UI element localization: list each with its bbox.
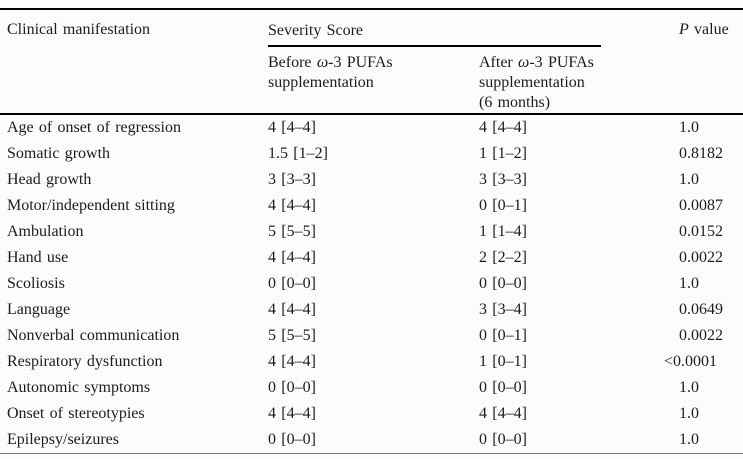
cell-before-score: 0 [0–0]	[268, 379, 316, 396]
cell-before-score: 4 [4–4]	[268, 197, 316, 214]
table-row: Age of onset of regression 4 [4–4] 4 [4–…	[0, 114, 743, 141]
after-line2: supplementation	[479, 74, 585, 91]
cell-p-value: 0.0152	[679, 223, 723, 240]
cell-before-score: 4 [4–4]	[268, 405, 316, 422]
table-header: Clinical manifestation Severity Score P …	[0, 9, 743, 115]
cell-p-value: 1.0	[679, 275, 699, 292]
cell-manifestation: Ambulation	[7, 223, 84, 240]
cell-manifestation: Hand use	[7, 249, 69, 266]
cell-p-value: 1.0	[679, 379, 699, 396]
cell-p-value: <0.0001	[664, 353, 718, 370]
table-body: Age of onset of regression 4 [4–4] 4 [4–…	[0, 114, 743, 454]
table-row: Hand use 4 [4–4] 2 [2–2] 0.0022	[0, 245, 743, 271]
omega-symbol: ω	[518, 54, 530, 71]
cell-after-score: 1 [0–1]	[479, 353, 527, 370]
cell-manifestation: Age of onset of regression	[7, 119, 181, 136]
before-pre: Before	[268, 54, 317, 71]
cell-after-score: 0 [0–1]	[479, 197, 527, 214]
table-row: Nonverbal communication 5 [5–5] 0 [0–1] …	[0, 323, 743, 349]
cell-manifestation: Epilepsy/seizures	[7, 431, 119, 448]
table-row: Language 4 [4–4] 3 [3–4] 0.0649	[0, 297, 743, 323]
after-line1: After ω-3 PUFAs	[479, 53, 659, 73]
table-row: Scoliosis 0 [0–0] 0 [0–0] 1.0	[0, 271, 743, 297]
after-pre: After	[479, 54, 519, 71]
table-row: Motor/independent sitting 4 [4–4] 0 [0–1…	[0, 193, 743, 219]
cell-p-value: 0.0649	[679, 301, 723, 318]
cell-before-score: 3 [3–3]	[268, 171, 316, 188]
cell-after-score: 2 [2–2]	[479, 249, 527, 266]
cell-manifestation: Language	[7, 301, 71, 318]
cell-p-value: 1.0	[679, 405, 699, 422]
table-row: Somatic growth 1.5 [1–2] 1 [1–2] 0.8182	[0, 141, 743, 167]
before-line2: supplementation	[268, 74, 374, 91]
cell-after-score: 3 [3–4]	[479, 301, 527, 318]
table-row: Ambulation 5 [5–5] 1 [1–4] 0.0152	[0, 219, 743, 245]
cell-manifestation: Somatic growth	[7, 145, 111, 162]
table-row: Autonomic symptoms 0 [0–0] 0 [0–0] 1.0	[0, 375, 743, 401]
after-line3: (6 months)	[479, 94, 551, 111]
table-row: Head growth 3 [3–3] 3 [3–3] 1.0	[0, 167, 743, 193]
cell-before-score: 4 [4–4]	[268, 249, 316, 266]
cell-before-score: 0 [0–0]	[268, 431, 316, 448]
cell-after-score: 1 [1–2]	[479, 145, 527, 162]
header-p-value: P value	[659, 9, 743, 115]
cell-before-score: 1.5 [1–2]	[268, 145, 328, 162]
cell-p-value: 1.0	[679, 171, 699, 188]
cell-p-value: 1.0	[679, 431, 699, 448]
cell-manifestation: Head growth	[7, 171, 92, 188]
cell-after-score: 0 [0–0]	[479, 275, 527, 292]
header-clinical-manifestation: Clinical manifestation	[0, 9, 266, 115]
header-severity-score-group: Severity Score	[266, 9, 659, 47]
cell-before-score: 5 [5–5]	[268, 223, 316, 240]
header-row-sub: Before ω-3 PUFAs supplementation After ω…	[0, 47, 743, 115]
p-value-word: value	[688, 21, 729, 38]
cell-after-score: 4 [4–4]	[479, 119, 527, 136]
cell-before-score: 4 [4–4]	[268, 353, 316, 370]
before-line1: Before ω-3 PUFAs	[268, 53, 477, 73]
cell-manifestation: Autonomic symptoms	[7, 379, 151, 396]
header-row-top: Clinical manifestation Severity Score P …	[0, 9, 743, 115]
cell-p-value: 0.0022	[679, 327, 723, 344]
table-row: Respiratory dysfunction 4 [4–4] 1 [0–1] …	[0, 349, 743, 375]
after-post: -3 PUFAs	[529, 54, 594, 71]
header-after-supplementation: After ω-3 PUFAs supplementation (6 month…	[477, 47, 659, 115]
table-row: Onset of stereotypies 4 [4–4] 4 [4–4] 1.…	[0, 401, 743, 427]
cell-p-value: 1.0	[679, 119, 699, 136]
cell-after-score: 3 [3–3]	[479, 171, 527, 188]
omega-symbol: ω	[316, 54, 329, 71]
cell-p-value: 0.8182	[679, 145, 723, 162]
cell-manifestation: Scoliosis	[7, 275, 65, 292]
cell-before-score: 4 [4–4]	[268, 301, 316, 318]
cell-before-score: 5 [5–5]	[268, 327, 316, 344]
cell-after-score: 1 [1–4]	[479, 223, 527, 240]
cell-after-score: 0 [0–1]	[479, 327, 527, 344]
table-row: Epilepsy/seizures 0 [0–0] 0 [0–0] 1.0	[0, 427, 743, 454]
cell-p-value: 0.0087	[679, 197, 723, 214]
before-post: -3 PUFAs	[328, 54, 393, 71]
header-before-supplementation: Before ω-3 PUFAs supplementation	[266, 47, 477, 115]
cell-after-score: 4 [4–4]	[479, 405, 527, 422]
severity-score-spanner-rule	[268, 45, 601, 47]
cell-before-score: 4 [4–4]	[268, 119, 316, 136]
cell-manifestation: Motor/independent sitting	[7, 197, 175, 214]
cell-after-score: 0 [0–0]	[479, 431, 527, 448]
cell-manifestation: Onset of stereotypies	[7, 405, 145, 422]
header-severity-score-label: Severity Score	[268, 22, 364, 39]
cell-before-score: 0 [0–0]	[268, 275, 316, 292]
cell-after-score: 0 [0–0]	[479, 379, 527, 396]
severity-score-table: Clinical manifestation Severity Score P …	[0, 8, 743, 454]
cell-manifestation: Respiratory dysfunction	[7, 353, 163, 370]
cell-manifestation: Nonverbal communication	[7, 327, 180, 344]
p-italic: P	[679, 21, 689, 38]
cell-p-value: 0.0022	[679, 249, 723, 266]
